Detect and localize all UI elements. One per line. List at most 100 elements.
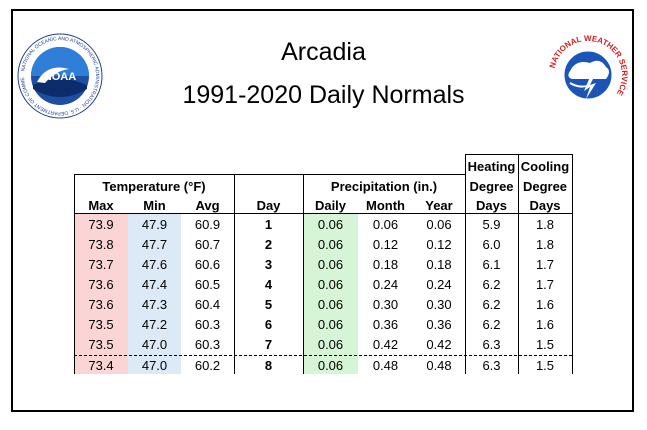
cell-day: 7 [264,337,273,352]
daily-band [303,214,358,374]
cell-year: 0.18 [426,257,452,272]
temperature-header: Temperature (°F) [102,179,206,194]
cell-day: 4 [264,277,273,292]
cell-avg: 60.7 [194,237,221,252]
cell-max: 73.8 [88,237,114,252]
table-border-left [74,174,75,374]
col-header-daily: Daily [314,198,347,213]
cell-month: 0.12 [372,237,399,252]
cell-month: 0.36 [372,317,399,332]
cell-day: 1 [264,217,273,232]
cell-hdd: 6.3 [482,337,501,352]
cell-min: 47.9 [141,217,168,232]
cell-daily: 0.06 [317,358,344,373]
col-header-month: Month [366,198,405,213]
table-top-border-left [74,174,234,175]
cell-month: 0.18 [372,257,399,272]
cell-daily: 0.06 [317,337,344,352]
cell-avg: 60.9 [194,217,221,232]
page-frame [11,9,634,412]
cell-min: 47.0 [141,337,168,352]
cell-cdd: 1.8 [535,237,555,252]
heating-header-line1: Heating [467,159,516,174]
cell-hdd: 6.2 [482,277,501,292]
cell-max: 73.7 [88,257,114,272]
cell-cdd: 1.7 [535,257,555,272]
cell-cdd: 1.6 [535,297,555,312]
col-header-hdd: Days [475,198,508,213]
cell-min: 47.2 [141,317,168,332]
cell-month: 0.06 [372,217,399,232]
col-header-min: Min [143,198,166,213]
page-subtitle: 1991-2020 Daily Normals [182,81,465,109]
table-border-avg-day [234,174,235,374]
cell-day: 2 [264,237,273,252]
table-header-separator [74,213,572,214]
heating-header-line2: Degree [469,179,514,194]
cell-daily: 0.06 [317,257,344,272]
cell-min: 47.0 [141,358,168,373]
cell-year: 0.06 [426,217,452,232]
cell-hdd: 6.0 [482,237,501,252]
cell-max: 73.6 [88,297,114,312]
cell-daily: 0.06 [317,217,344,232]
cell-daily: 0.06 [317,277,344,292]
table-top-border-precip [303,174,465,175]
cell-cdd: 1.6 [535,317,555,332]
min-band [128,214,181,374]
cell-cdd: 1.5 [535,337,555,352]
cell-hdd: 6.1 [482,257,501,272]
cell-day: 3 [264,257,273,272]
cell-avg: 60.4 [194,297,221,312]
col-header-day: Day [256,198,281,213]
cell-cdd: 1.8 [535,217,555,232]
table-border-right [572,154,573,374]
cell-daily: 0.06 [317,317,344,332]
cell-day: 8 [264,358,273,373]
page-title: Arcadia [281,38,366,66]
cell-min: 47.6 [141,257,168,272]
col-header-year: Year [425,198,453,213]
cell-hdd: 6.2 [482,317,501,332]
cell-daily: 0.06 [317,237,344,252]
cell-hdd: 6.3 [482,358,501,373]
cooling-header-line1: Cooling [520,159,570,174]
precipitation-header: Precipitation (in.) [330,179,438,194]
table-dashed-line [74,355,572,356]
cell-month: 0.30 [372,297,399,312]
col-header-max: Max [88,198,114,213]
cell-avg: 60.6 [194,257,221,272]
cell-avg: 60.3 [194,317,221,332]
cell-month: 0.42 [372,337,399,352]
cell-max: 73.5 [88,317,114,332]
max-band [74,214,128,374]
col-header-cdd: Days [529,198,561,213]
table-border-year-hdd [465,154,466,374]
cell-min: 47.3 [141,297,168,312]
cell-daily: 0.06 [317,297,344,312]
cell-max: 73.5 [88,337,114,352]
cell-cdd: 1.5 [535,358,555,373]
cell-year: 0.48 [426,358,452,373]
cell-avg: 60.3 [194,337,221,352]
cell-month: 0.48 [372,358,399,373]
cell-avg: 60.5 [194,277,221,292]
cell-year: 0.42 [426,337,452,352]
cell-cdd: 1.7 [535,277,555,292]
nws-logo-icon: NATIONAL WEATHER SERVICE [547,34,629,116]
cell-min: 47.4 [141,277,168,292]
cell-year: 0.24 [426,277,452,292]
cell-hdd: 6.2 [482,297,501,312]
table-border-day-daily [303,174,304,374]
cell-year: 0.12 [426,237,452,252]
cell-day: 5 [264,297,273,312]
cell-hdd: 5.9 [482,217,501,232]
cell-month: 0.24 [372,277,399,292]
table-border-hdd-cdd [518,154,519,374]
cell-year: 0.30 [426,297,452,312]
cell-min: 47.7 [141,237,168,252]
cell-avg: 60.2 [194,358,221,373]
noaa-center-text: NOAA [44,71,76,83]
cell-max: 73.6 [88,277,114,292]
cell-year: 0.36 [426,317,452,332]
